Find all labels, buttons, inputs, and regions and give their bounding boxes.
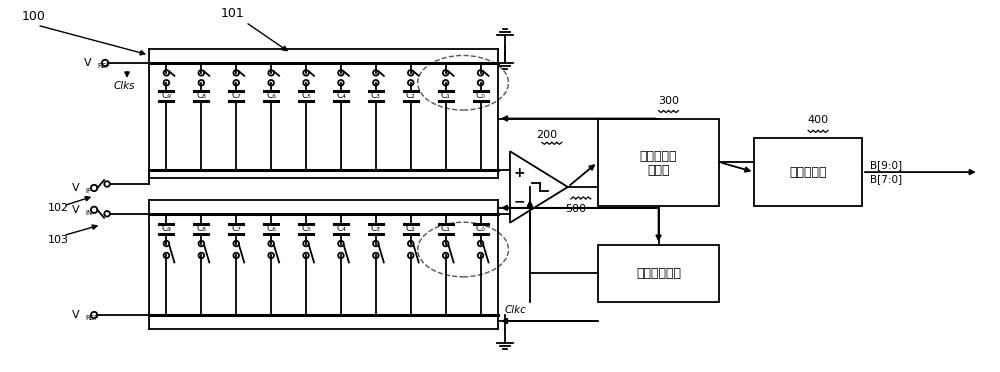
Text: IN: IN — [85, 210, 92, 216]
Text: C₄: C₄ — [336, 224, 346, 233]
Text: C₀: C₀ — [476, 224, 485, 233]
Text: 逐次透近控: 逐次透近控 — [640, 150, 677, 163]
Text: −: − — [513, 194, 525, 208]
Text: C₄: C₄ — [336, 91, 346, 100]
Text: 101: 101 — [221, 7, 245, 20]
Text: 异步控制单元: 异步控制单元 — [636, 267, 681, 280]
Text: C₈: C₈ — [196, 91, 206, 100]
Text: C₀: C₀ — [476, 91, 485, 100]
Text: 制单元: 制单元 — [647, 164, 670, 177]
Bar — [754, 138, 862, 206]
Text: C₈: C₈ — [196, 224, 206, 233]
Text: B[7:0]: B[7:0] — [870, 174, 902, 184]
Text: 500: 500 — [565, 204, 586, 214]
Text: V: V — [72, 183, 79, 193]
Text: REF: REF — [97, 63, 110, 69]
Text: Clks: Clks — [113, 81, 135, 91]
Text: C₆: C₆ — [266, 91, 276, 100]
Bar — [598, 119, 719, 206]
Text: 103: 103 — [48, 235, 69, 245]
Text: C₇: C₇ — [231, 224, 241, 233]
Text: C₂: C₂ — [406, 224, 416, 233]
Text: V: V — [84, 58, 91, 68]
Text: REF: REF — [85, 315, 98, 321]
Text: C₃: C₃ — [371, 91, 381, 100]
Text: C₅: C₅ — [301, 224, 311, 233]
Text: C₉: C₉ — [161, 224, 171, 233]
Text: C₂: C₂ — [406, 91, 416, 100]
Text: V: V — [72, 205, 79, 215]
Text: C₃: C₃ — [371, 224, 381, 233]
Text: V: V — [72, 310, 79, 320]
Text: C₉: C₉ — [161, 91, 171, 100]
Text: 400: 400 — [808, 115, 829, 125]
Text: B[9:0]: B[9:0] — [870, 160, 902, 170]
Text: 300: 300 — [658, 96, 679, 106]
Text: IP: IP — [85, 188, 91, 194]
Bar — [598, 244, 719, 302]
Text: 200: 200 — [536, 130, 557, 140]
Text: 输出锁存器: 输出锁存器 — [789, 166, 827, 179]
Text: C₇: C₇ — [231, 91, 241, 100]
Text: C₁: C₁ — [441, 224, 451, 233]
Text: C₅: C₅ — [301, 91, 311, 100]
Text: +: + — [513, 166, 525, 180]
Text: C₆: C₆ — [266, 224, 276, 233]
Text: Clkc: Clkc — [505, 305, 527, 315]
Text: 100: 100 — [21, 10, 45, 23]
Text: C₁: C₁ — [441, 91, 451, 100]
Text: 102: 102 — [48, 203, 69, 213]
